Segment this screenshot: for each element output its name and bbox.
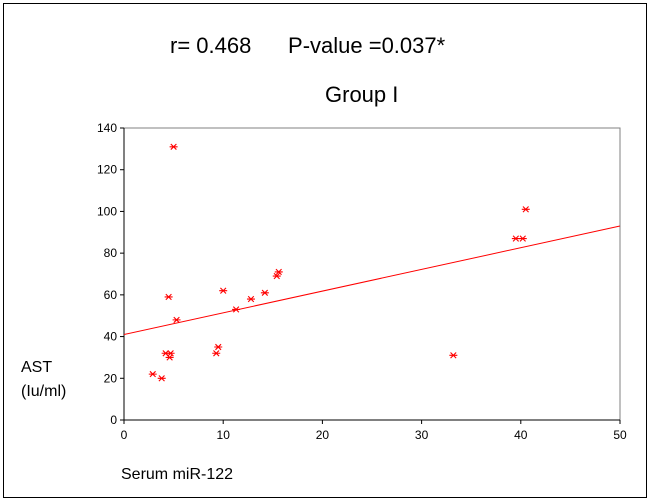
x-tick-label: 50	[613, 428, 627, 442]
data-point	[246, 295, 255, 303]
data-point	[511, 235, 520, 242]
chart-title: Group I	[325, 82, 399, 107]
y-tick-label: 100	[97, 204, 117, 218]
data-point	[232, 306, 241, 313]
x-tick-label: 30	[415, 428, 429, 442]
data-point	[164, 293, 173, 301]
y-axis-label-line-1: AST	[21, 359, 53, 376]
x-tick-label: 0	[121, 428, 128, 442]
x-axis-label: Serum miR-122	[121, 466, 234, 483]
data-points	[148, 143, 530, 382]
data-point	[449, 352, 458, 359]
y-tick-label: 20	[104, 371, 118, 385]
x-tick-label: 20	[316, 428, 330, 442]
data-point	[165, 354, 174, 361]
correlation-annotation: r= 0.468 P-value =0.037*	[170, 33, 446, 58]
plot-area-border	[123, 127, 621, 421]
y-tick-label: 120	[97, 163, 117, 177]
data-point	[518, 235, 527, 242]
data-point	[157, 375, 166, 382]
data-point	[521, 206, 530, 213]
plot-axes: 0 20 40 60 80 100 120 140 0 10 20 30 40 50	[97, 121, 627, 442]
chart-frame	[3, 3, 647, 498]
data-point	[212, 350, 221, 357]
data-point	[272, 272, 281, 280]
data-point	[148, 370, 157, 378]
data-point	[214, 343, 223, 351]
data-point	[219, 287, 228, 294]
x-tick-label: 10	[217, 428, 231, 442]
y-axis-label: AST (Iu/ml)	[21, 356, 66, 404]
trend-line	[123, 225, 621, 335]
trend-line-group	[123, 225, 621, 335]
y-tick-label: 40	[104, 330, 118, 344]
y-tick-label: 80	[104, 246, 118, 260]
y-axis-label-line-2: (Iu/ml)	[21, 383, 67, 400]
y-tick-label: 0	[110, 413, 117, 427]
data-point	[172, 316, 181, 324]
data-point	[274, 268, 283, 276]
data-point	[169, 143, 178, 150]
y-tick-label: 140	[97, 121, 117, 135]
y-tick-label: 60	[104, 288, 118, 302]
x-tick-label: 40	[514, 428, 528, 442]
data-point	[260, 289, 269, 296]
